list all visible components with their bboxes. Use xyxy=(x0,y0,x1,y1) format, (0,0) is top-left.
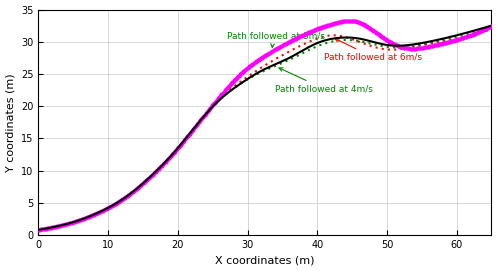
X-axis label: X coordinates (m): X coordinates (m) xyxy=(215,256,315,265)
Y-axis label: Y coordinates (m): Y coordinates (m) xyxy=(5,73,15,172)
Text: Path followed at 4m/s: Path followed at 4m/s xyxy=(275,68,373,93)
Text: Path followed at 8m/s: Path followed at 8m/s xyxy=(227,31,325,47)
Text: Path followed at 6m/s: Path followed at 6m/s xyxy=(324,38,422,62)
